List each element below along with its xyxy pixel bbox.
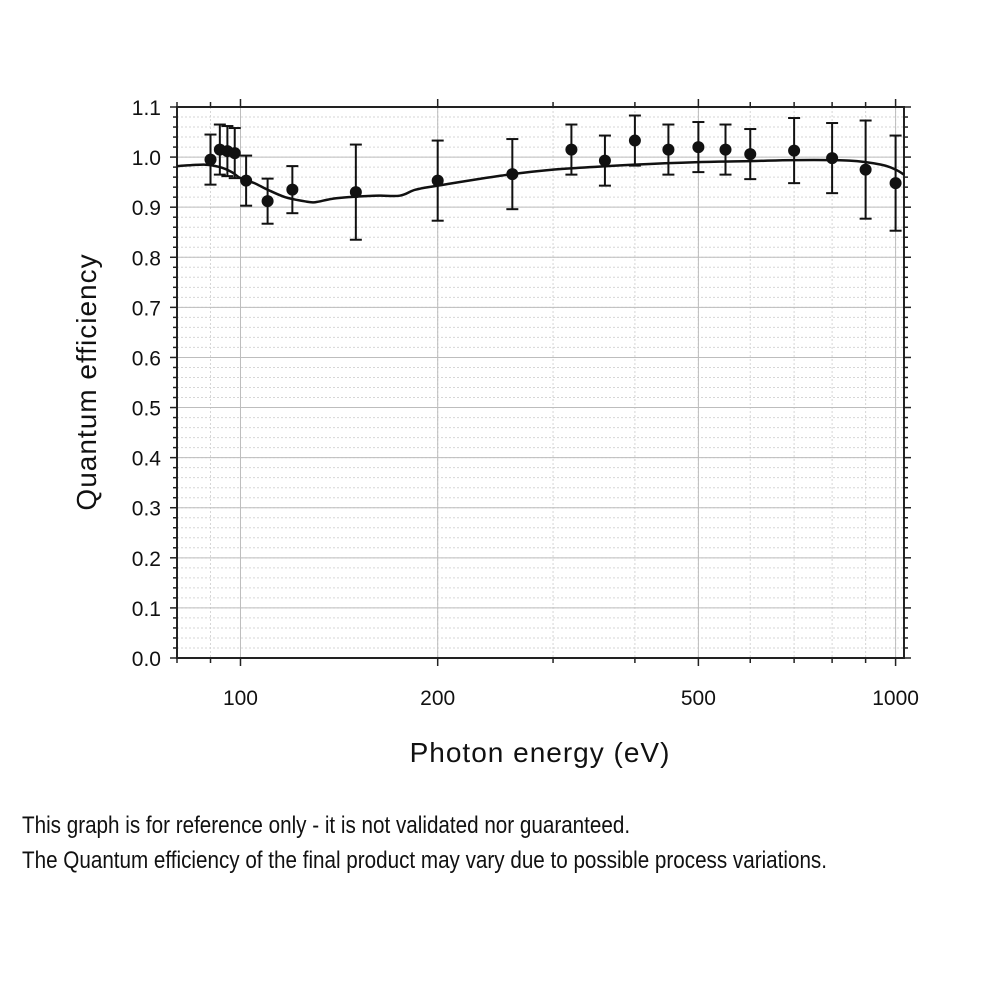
data-point <box>788 117 801 185</box>
y-tick-label: 0.5 <box>132 398 161 421</box>
y-tick-label: 0.8 <box>132 247 161 270</box>
data-marker <box>261 195 274 208</box>
data-marker <box>228 147 241 160</box>
y-tick-label: 0.4 <box>132 448 162 471</box>
data-point <box>826 122 839 195</box>
data-point <box>859 119 872 220</box>
y-tick-label: 1.0 <box>132 147 161 170</box>
x-tick-labels: 100 200 500 1000 <box>223 687 919 710</box>
data-marker <box>349 186 362 199</box>
disclaimer-line-1: This graph is for reference only - it is… <box>22 812 631 839</box>
data-point <box>228 127 241 180</box>
data-point <box>719 123 732 176</box>
x-tick-label: 500 <box>681 687 716 710</box>
y-tick-label: 0.6 <box>132 347 161 370</box>
y-tick-label: 0.0 <box>132 648 161 671</box>
data-point <box>598 134 611 187</box>
data-marker <box>286 183 299 196</box>
axis-ticks <box>170 99 911 666</box>
data-points <box>204 114 902 241</box>
y-tick-label: 1.1 <box>132 97 161 120</box>
data-point <box>744 128 757 181</box>
grid-minor <box>176 106 904 659</box>
data-point <box>349 143 362 241</box>
y-tick-label: 0.1 <box>132 598 161 621</box>
data-marker <box>889 177 902 190</box>
y-tick-label: 0.7 <box>132 297 161 320</box>
data-point <box>506 138 519 211</box>
y-axis-title: Quantum efficiency <box>71 253 102 510</box>
data-marker <box>719 143 732 156</box>
data-point <box>662 123 675 176</box>
data-marker <box>788 144 801 157</box>
disclaimer-line-2: The Quantum efficiency of the final prod… <box>22 847 828 874</box>
data-marker <box>506 168 519 181</box>
data-point <box>565 123 578 176</box>
data-marker <box>692 141 705 154</box>
x-axis-title: Photon energy (eV) <box>410 737 671 768</box>
data-point <box>889 134 902 232</box>
data-marker <box>565 143 578 156</box>
data-point <box>286 165 299 215</box>
data-marker <box>431 174 444 187</box>
data-point <box>204 133 217 186</box>
y-tick-label: 0.9 <box>132 197 161 220</box>
data-marker <box>204 153 217 166</box>
y-tick-labels: 0.0 0.1 0.2 0.3 0.4 0.5 0.6 0.7 0.8 0.9 1.0 1.1 <box>132 97 162 671</box>
data-point <box>431 139 444 222</box>
data-point <box>261 177 274 225</box>
y-tick-label: 0.3 <box>132 498 161 521</box>
grid-major <box>177 106 904 659</box>
y-tick-label: 0.2 <box>132 548 161 571</box>
x-tick-label: 100 <box>223 687 258 710</box>
data-marker <box>598 154 611 167</box>
plot-frame <box>176 106 905 659</box>
data-point <box>692 121 705 174</box>
data-marker <box>240 174 253 187</box>
data-point <box>240 154 253 207</box>
data-marker <box>662 143 675 156</box>
x-tick-label: 200 <box>420 687 455 710</box>
data-marker <box>628 134 641 147</box>
x-tick-label: 1000 <box>872 687 919 710</box>
data-marker <box>744 148 757 161</box>
data-marker <box>826 152 839 165</box>
data-marker <box>859 163 872 176</box>
data-point <box>628 114 641 167</box>
